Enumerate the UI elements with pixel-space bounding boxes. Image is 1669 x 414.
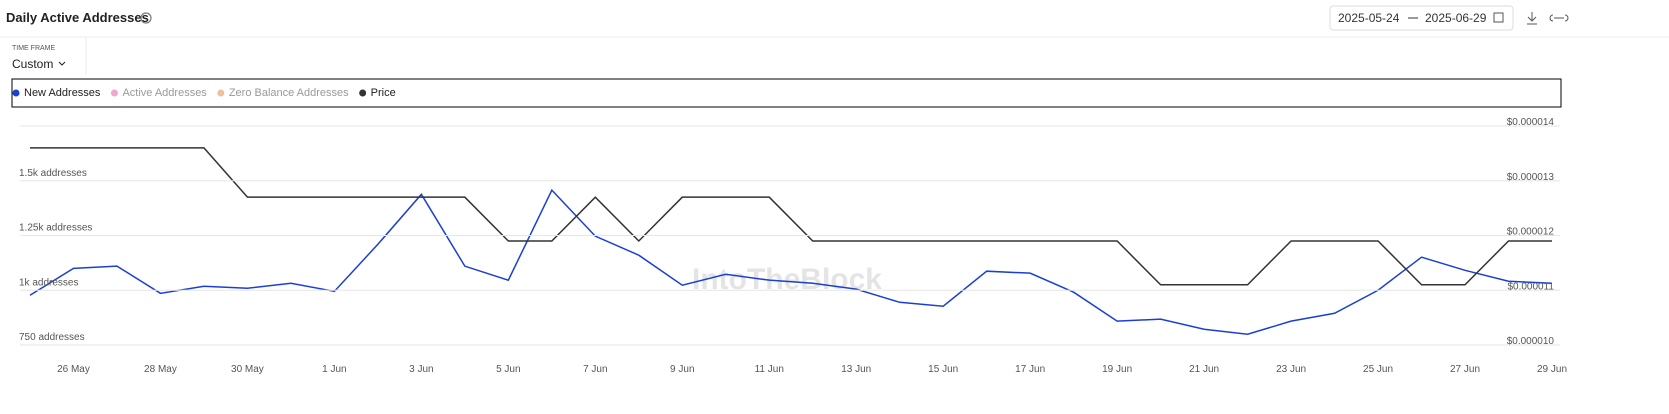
date-from: 2025-05-24 (1338, 11, 1400, 25)
watermark: IntoTheBlock (692, 263, 882, 296)
x-tick-label: 3 Jun (409, 364, 433, 375)
legend-marker (217, 89, 225, 97)
x-tick-label: 23 Jun (1276, 364, 1306, 375)
x-tick-label: 30 May (231, 364, 264, 375)
time-frame[interactable]: Custom (12, 57, 53, 71)
date-to: 2025-06-29 (1425, 11, 1487, 25)
legend: New Addresses Active Addresses Zero Balanc… (12, 87, 396, 99)
legend-marker (12, 89, 20, 97)
x-tick-label: 19 Jun (1102, 364, 1132, 375)
x-tick-label: 9 Jun (670, 364, 694, 375)
legend-marker (110, 89, 118, 97)
help-icon[interactable] (140, 12, 152, 24)
chart-title: Daily Active Addresses (6, 10, 149, 25)
y2-tick-label: $0.000013 (1507, 172, 1555, 183)
x-tick-label: 28 May (144, 364, 177, 375)
y-tick-label: 1.25k addresses (19, 223, 92, 234)
y-tick-label: 1k addresses (19, 277, 78, 288)
x-tick-label: 29 Jun (1537, 364, 1567, 375)
y2-tick-label: $0.000012 (1507, 227, 1555, 238)
download-icon[interactable] (1527, 12, 1537, 25)
legend-marker (359, 89, 367, 97)
y2-tick-label: $0.000010 (1507, 336, 1555, 347)
x-tick-label: 15 Jun (928, 364, 958, 375)
y2-tick-label: $0.000014 (1507, 117, 1555, 128)
legend-label[interactable]: New Addresses (24, 87, 101, 99)
x-tick-label: 11 Jun (755, 364, 784, 375)
time-frame-label: TIME FRAME (12, 45, 55, 52)
x-tick-label: 17 Jun (1015, 364, 1045, 375)
series-line (29, 188, 1553, 336)
y-tick-label: 1.5k addresses (19, 168, 87, 179)
legend-box (11, 78, 1562, 108)
x-tick-label: 27 Jun (1450, 364, 1480, 375)
calendar-icon (1493, 12, 1504, 23)
x-tick-label: 13 Jun (841, 364, 871, 375)
x-tick-label: 25 Jun (1363, 364, 1393, 375)
dropdown-icon (58, 61, 66, 66)
series-line (30, 147, 1552, 286)
legend-label[interactable]: Price (371, 87, 396, 99)
date-range[interactable] (1329, 5, 1514, 31)
y-tick-label: 750 addresses (19, 332, 85, 343)
link-icon[interactable] (1549, 14, 1569, 22)
x-tick-label: 7 Jun (583, 364, 607, 375)
x-tick-label: 21 Jun (1189, 364, 1219, 375)
plot (29, 147, 1553, 336)
y2-tick-label: $0.000011 (1507, 281, 1554, 292)
x-tick-label: 26 May (57, 364, 90, 375)
legend-label[interactable]: Zero Balance Addresses (229, 87, 349, 99)
x-tick-label: 5 Jun (496, 364, 520, 375)
legend-label[interactable]: Active Addresses (122, 87, 207, 99)
x-tick-label: 1 Jun (322, 364, 346, 375)
